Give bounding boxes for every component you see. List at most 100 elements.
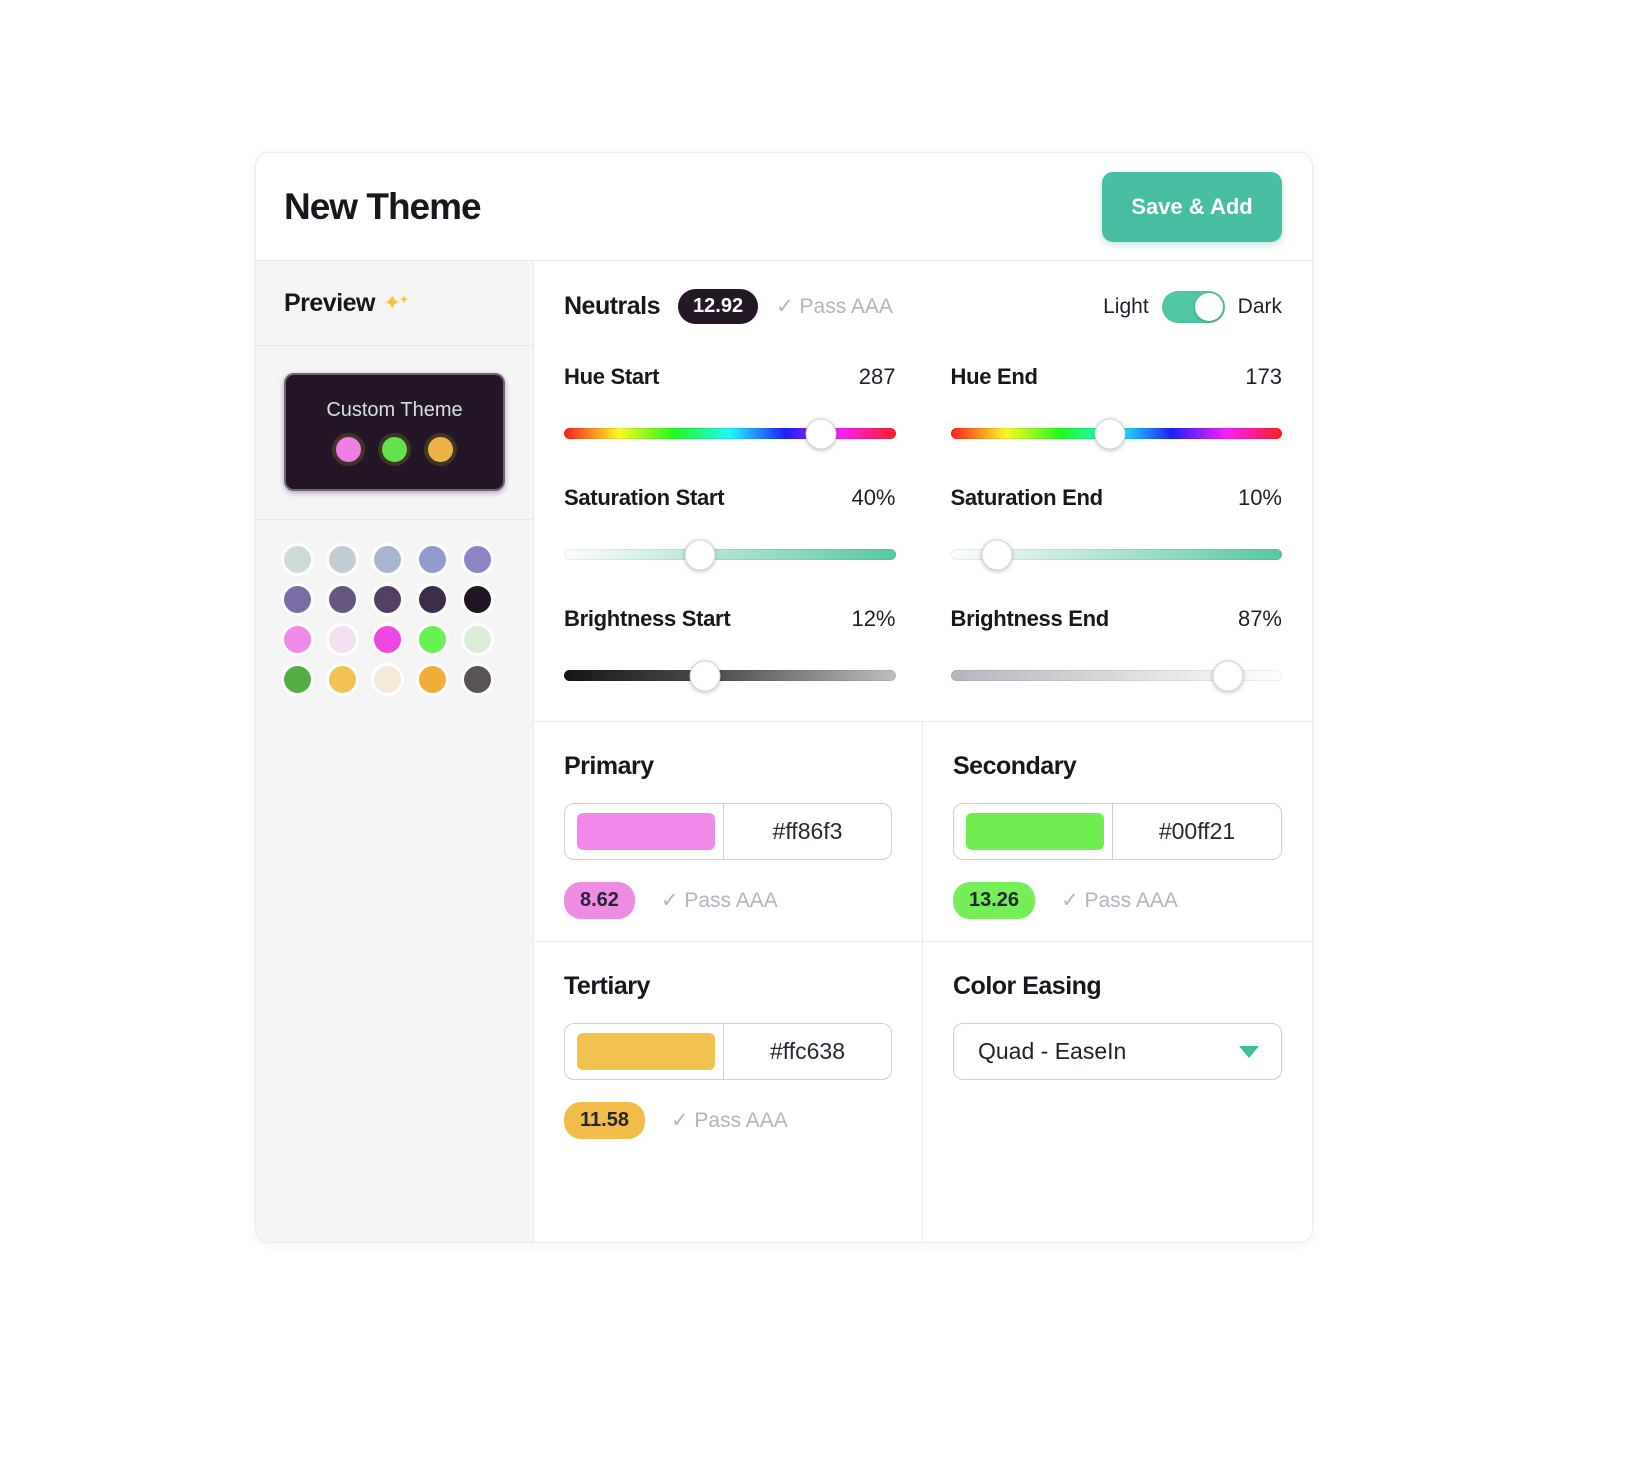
palette-swatch[interactable]: [464, 626, 491, 653]
theme-editor-card: New Theme Save & Add Preview ✦✦ Custom T…: [255, 152, 1313, 1243]
chevron-down-icon: [1239, 1045, 1259, 1058]
secondary-hex-field[interactable]: #00ff21: [1158, 818, 1236, 844]
custom-theme-preview-card[interactable]: Custom Theme: [284, 373, 505, 491]
saturation-start-slider: Saturation Start 40%: [564, 485, 896, 570]
theme-dot-tertiary: [424, 432, 457, 466]
tertiary-pass-aaa: ✓ Pass AAA: [670, 1109, 788, 1132]
hue-end-thumb[interactable]: [1094, 418, 1126, 449]
brightness-end-value: 87%: [1237, 606, 1282, 631]
saturation-end-thumb[interactable]: [981, 539, 1013, 570]
theme-dot-row: [332, 432, 457, 466]
neutrals-row: Neutrals 12.92 ✓ Pass AAA Light Dark: [534, 261, 1312, 324]
light-dark-toggle[interactable]: [1161, 290, 1225, 323]
saturation-start-thumb[interactable]: [684, 539, 716, 570]
hue-start-slider: Hue Start 287: [564, 364, 896, 449]
hue-start-track[interactable]: [564, 418, 896, 449]
color-easing-value: Quad - EaseIn: [978, 1038, 1127, 1064]
palette-swatch[interactable]: [329, 546, 356, 573]
palette-swatch[interactable]: [284, 546, 311, 573]
light-label: Light: [1103, 294, 1149, 318]
secondary-pass-aaa: ✓ Pass AAA: [1061, 889, 1178, 912]
primary-swatch-picker[interactable]: [565, 804, 724, 859]
palette-swatch[interactable]: [464, 666, 491, 693]
brightness-end-thumb[interactable]: [1212, 660, 1244, 691]
palette-swatch[interactable]: [464, 546, 491, 573]
palette-swatch[interactable]: [374, 666, 401, 693]
primary-title: Primary: [564, 752, 654, 780]
slider-grid: Hue Start 287 Hue End 173: [564, 364, 1282, 691]
primary-hex-field[interactable]: #ff86f3: [772, 818, 843, 844]
preview-header: Preview ✦✦: [256, 261, 533, 346]
saturation-end-label: Saturation End: [950, 485, 1104, 510]
palette-swatch[interactable]: [419, 626, 446, 653]
palette-swatch[interactable]: [329, 666, 356, 693]
custom-theme-title: Custom Theme: [326, 398, 463, 421]
palette-swatch[interactable]: [464, 586, 491, 613]
tertiary-contrast-badge: 11.58: [564, 1102, 645, 1139]
hue-start-label: Hue Start: [564, 364, 660, 389]
hue-end-value: 173: [1245, 364, 1282, 389]
primary-card: Primary #ff86f3 8.62 ✓ Pass AAA: [534, 722, 923, 942]
hue-end-track[interactable]: [950, 418, 1282, 449]
tertiary-color-input[interactable]: #ffc638: [564, 1023, 892, 1080]
hue-end-label: Hue End: [950, 364, 1038, 389]
saturation-end-value: 10%: [1237, 485, 1282, 510]
palette-swatch[interactable]: [374, 626, 401, 653]
saturation-start-label: Saturation Start: [564, 485, 725, 510]
brightness-start-slider: Brightness Start 12%: [564, 606, 896, 691]
brightness-start-thumb[interactable]: [689, 660, 721, 691]
dark-label: Dark: [1237, 294, 1282, 318]
primary-swatch: [577, 813, 715, 850]
neutrals-label: Neutrals: [564, 292, 661, 320]
palette-swatch[interactable]: [329, 586, 356, 613]
hue-start-value: 287: [858, 364, 896, 389]
palette-swatch[interactable]: [284, 586, 311, 613]
tertiary-swatch-picker[interactable]: [565, 1024, 724, 1079]
header: New Theme Save & Add: [256, 153, 1312, 261]
toggle-knob[interactable]: [1194, 292, 1223, 321]
color-easing-select[interactable]: Quad - EaseIn: [953, 1023, 1282, 1080]
saturation-start-value: 40%: [851, 485, 896, 510]
theme-dot-secondary: [378, 432, 411, 466]
save-add-button[interactable]: Save & Add: [1102, 171, 1282, 242]
secondary-title: Secondary: [953, 752, 1077, 780]
palette-swatch[interactable]: [419, 666, 446, 693]
brightness-end-label: Brightness End: [950, 606, 1110, 631]
color-easing-card: Color Easing Quad - EaseIn: [923, 942, 1312, 1242]
tertiary-hex-field[interactable]: #ffc638: [769, 1038, 846, 1064]
secondary-swatch-picker[interactable]: [954, 804, 1113, 859]
primary-contrast-badge: 8.62: [564, 882, 635, 919]
saturation-end-slider: Saturation End 10%: [950, 485, 1282, 570]
primary-pass-aaa: ✓ Pass AAA: [660, 889, 778, 912]
hue-start-thumb[interactable]: [805, 418, 837, 449]
palette-swatch[interactable]: [284, 666, 311, 693]
palette-swatch[interactable]: [374, 586, 401, 613]
secondary-card: Secondary #00ff21 13.26 ✓ Pass AAA: [923, 722, 1312, 942]
color-cards-grid: Primary #ff86f3 8.62 ✓ Pass AAA Secondar…: [534, 721, 1312, 1242]
tertiary-swatch: [577, 1033, 715, 1070]
hue-end-slider: Hue End 173: [950, 364, 1282, 449]
brightness-end-track[interactable]: [950, 660, 1282, 691]
neutrals-pass-aaa: ✓ Pass AAA: [776, 295, 893, 318]
preview-sidebar: Preview ✦✦ Custom Theme: [256, 261, 534, 1242]
palette-swatch[interactable]: [284, 626, 311, 653]
palette-swatch[interactable]: [419, 546, 446, 573]
brightness-start-track[interactable]: [564, 660, 896, 691]
preview-label: Preview: [284, 288, 376, 317]
theme-dot-primary: [332, 432, 365, 466]
brightness-end-slider: Brightness End 87%: [950, 606, 1282, 691]
saturation-start-track[interactable]: [564, 539, 896, 570]
brightness-start-value: 12%: [851, 606, 896, 631]
palette-swatch[interactable]: [419, 586, 446, 613]
palette-swatch[interactable]: [374, 546, 401, 573]
secondary-contrast-badge: 13.26: [953, 882, 1036, 919]
tertiary-title: Tertiary: [564, 972, 650, 1000]
primary-color-input[interactable]: #ff86f3: [564, 803, 892, 860]
editor-main: Neutrals 12.92 ✓ Pass AAA Light Dark Hue…: [534, 261, 1312, 1242]
saturation-end-track[interactable]: [950, 539, 1282, 570]
tertiary-card: Tertiary #ffc638 11.58 ✓ Pass AAA: [534, 942, 923, 1242]
palette-swatch[interactable]: [329, 626, 356, 653]
neutrals-contrast-badge: 12.92: [678, 289, 759, 324]
sparkles-icon: ✦✦: [383, 290, 410, 315]
secondary-color-input[interactable]: #00ff21: [953, 803, 1282, 860]
